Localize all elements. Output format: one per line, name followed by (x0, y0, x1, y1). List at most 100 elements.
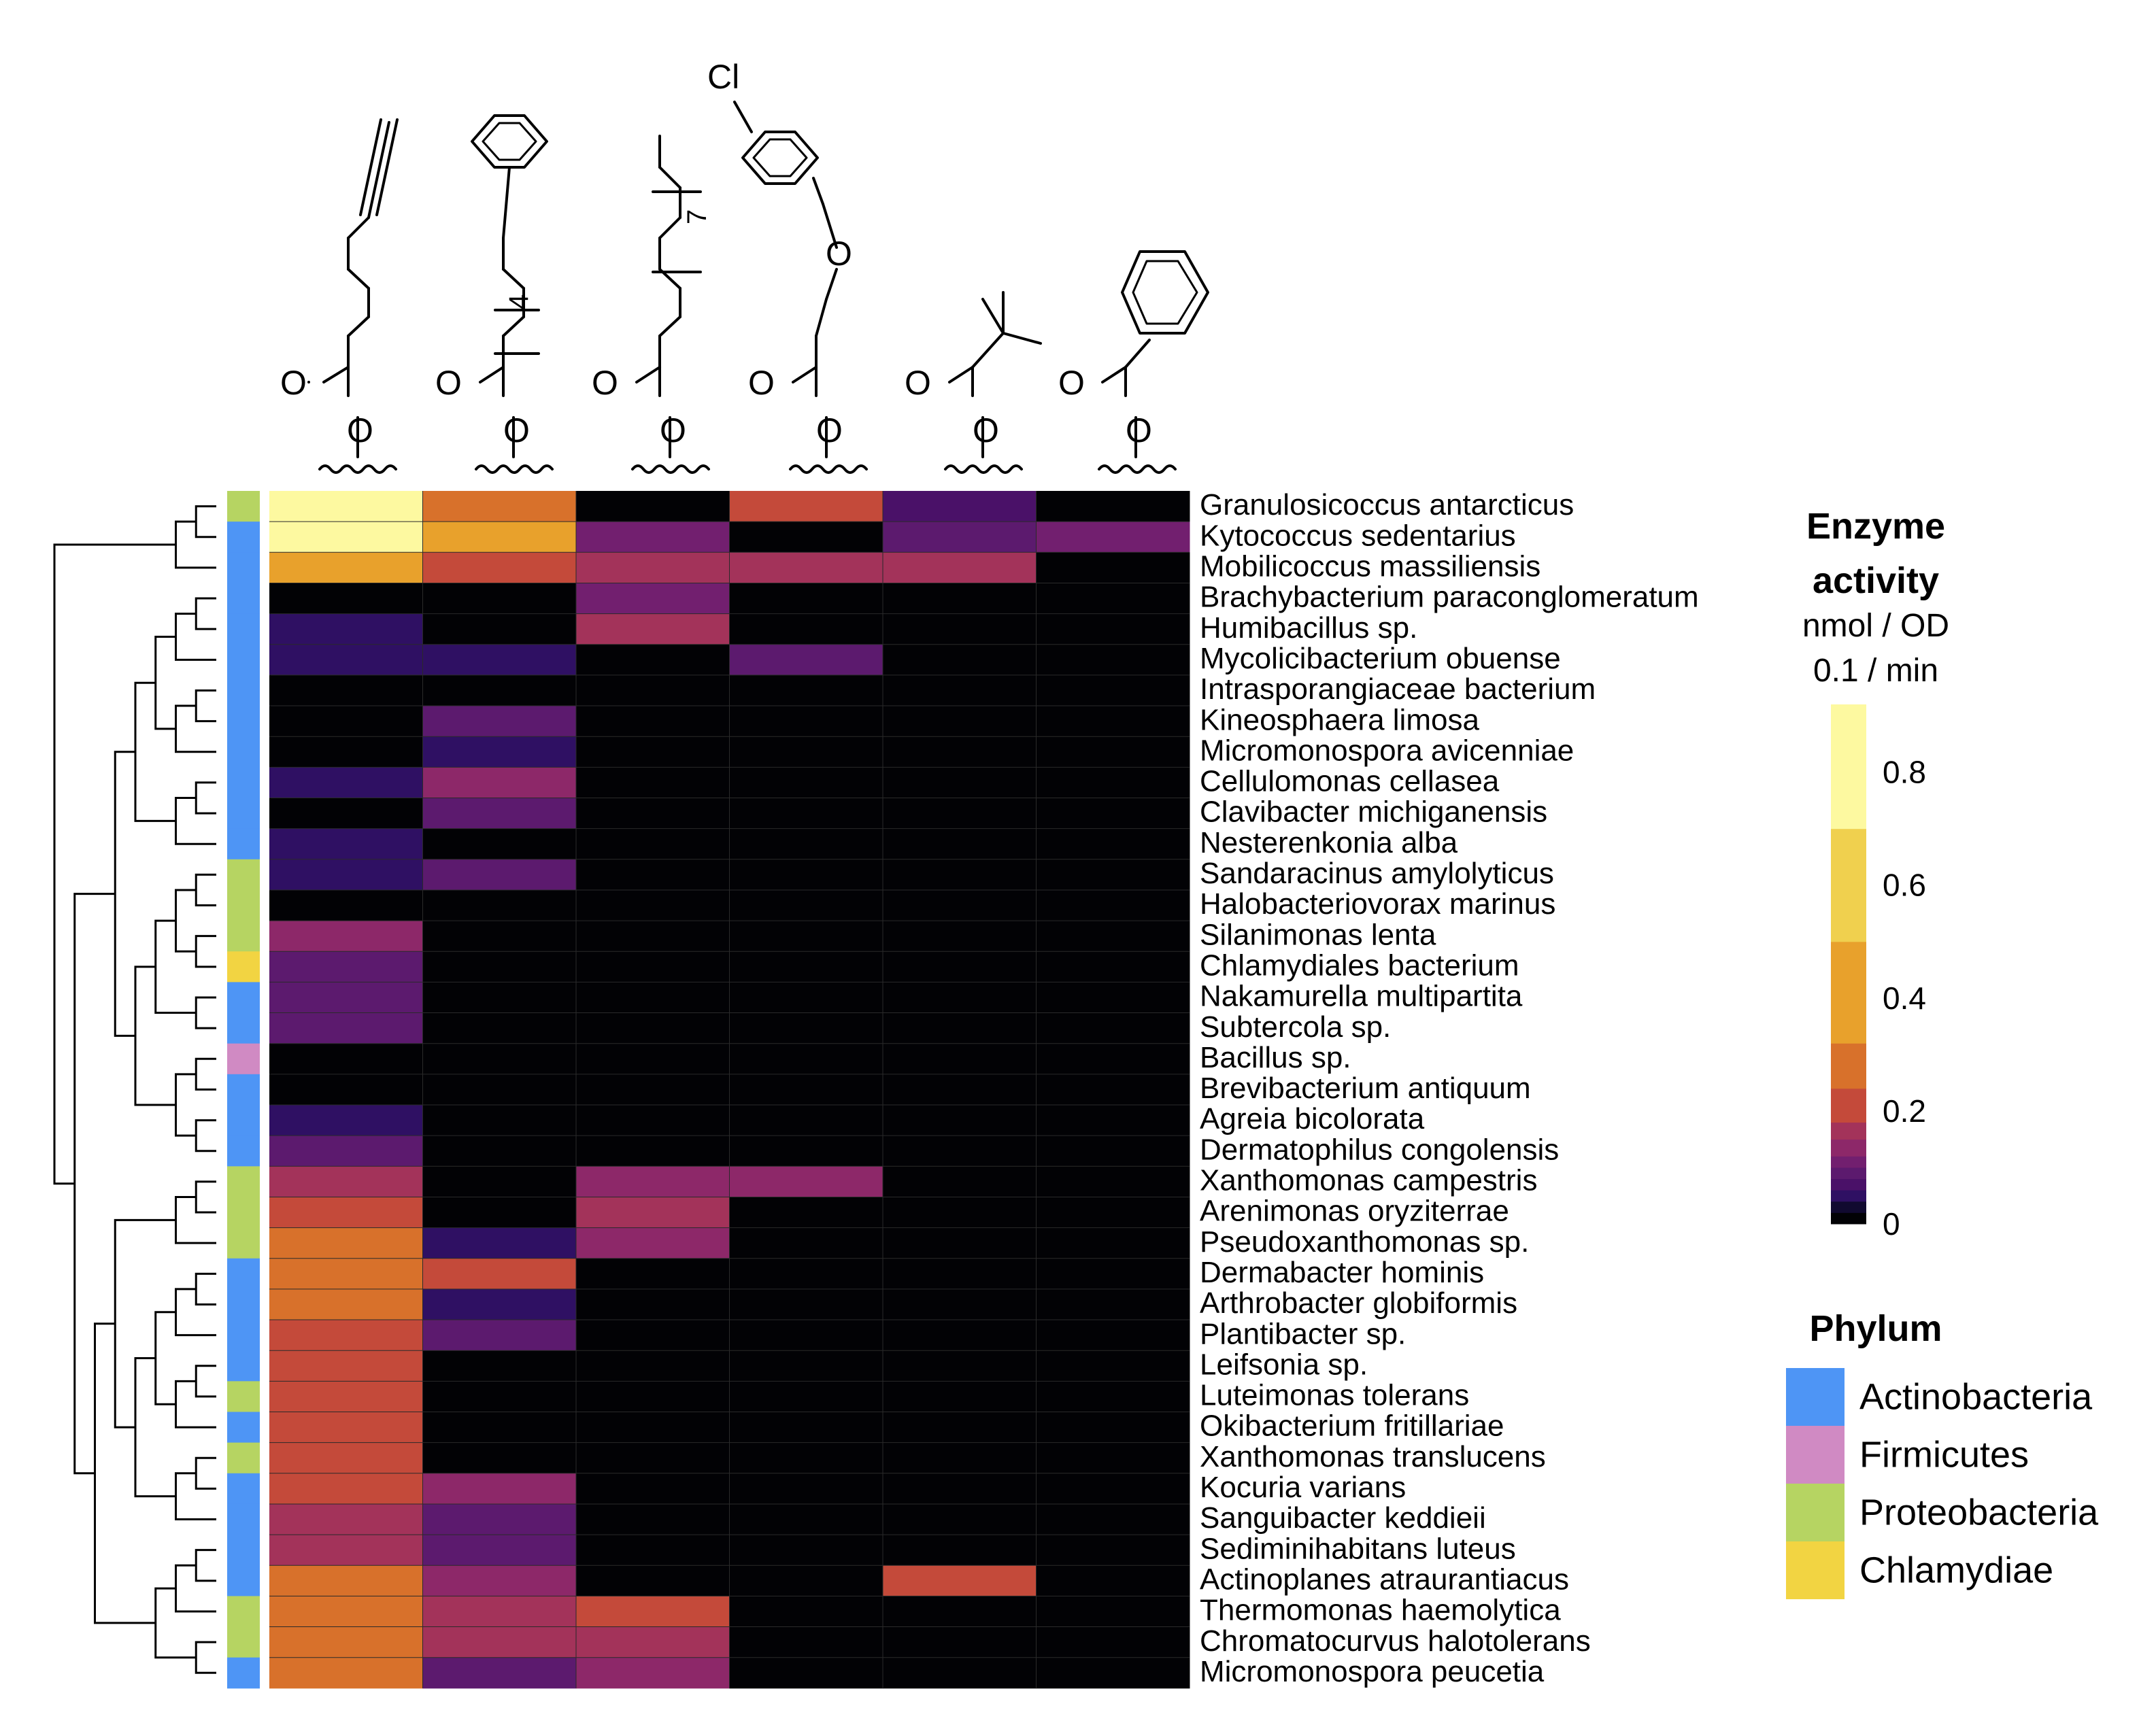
heatmap-cell (1036, 1626, 1190, 1658)
heatmap-cell (422, 1135, 577, 1167)
heatmap-cell (269, 1626, 423, 1658)
heatmap-cell (576, 1381, 730, 1412)
heatmap-cell (576, 1074, 730, 1106)
phylum-legend-label: Chlamydiae (1859, 1550, 2053, 1591)
phylum-cell (227, 1227, 260, 1259)
phylum-cell (227, 1012, 260, 1044)
row-label: Sediminihabitans luteus (1200, 1532, 1516, 1565)
heatmap-cell (883, 798, 1037, 830)
phylum-cell (227, 1074, 260, 1106)
heatmap-cell (576, 1412, 730, 1444)
heatmap-cell (729, 1043, 883, 1075)
structure-col4 (733, 101, 868, 474)
heatmap-cell (1036, 1350, 1190, 1382)
heatmap-cell (729, 1320, 883, 1351)
heatmap-cell (576, 1473, 730, 1505)
atom-o-c4-carbonyl: O (748, 364, 775, 402)
phylum-legend-label: Proteobacteria (1859, 1492, 2099, 1533)
phylum-cell (227, 1596, 260, 1628)
phylum-legend: Phylum Actinobacteria Firmicutes Proteobac… (1786, 1308, 2099, 1599)
dendrogram-branch (195, 1119, 216, 1152)
heatmap-cell (422, 921, 577, 952)
heatmap-cell (729, 1166, 883, 1197)
colorbar-tick-label: 0.4 (1883, 980, 1926, 1016)
atom-o-c6-carbonyl: O (1058, 364, 1085, 402)
heatmap-cell (883, 921, 1037, 952)
row-label: Arthrobacter globiformis (1200, 1286, 1517, 1320)
row-label: Nesterenkonia alba (1200, 826, 1458, 859)
heatmap-cell (729, 1626, 883, 1658)
atom-o-c2-ester: O (503, 411, 530, 449)
heatmap-cell (883, 1166, 1037, 1197)
phylum-cell (227, 1043, 260, 1075)
heatmap-cell (269, 613, 423, 645)
heatmap-cell (269, 552, 423, 583)
heatmap-cell (883, 1535, 1037, 1566)
phylum-cell (227, 1105, 260, 1136)
heatmap-cell (422, 522, 577, 553)
phylum-cell (227, 859, 260, 891)
heatmap-cell (269, 1596, 423, 1628)
heatmap-cell (269, 1442, 423, 1474)
heatmap-cell (269, 859, 423, 891)
colorbar-ticks: 0.8 0.6 0.4 0.2 0 (1883, 755, 1926, 1242)
heatmap-cell (269, 1043, 423, 1075)
dendrogram-branch (175, 889, 197, 953)
row-label: Bacillus sp. (1200, 1041, 1351, 1074)
heatmap-cell (1036, 1503, 1190, 1535)
heatmap-cell (422, 1535, 577, 1566)
heatmap-cell (1036, 798, 1190, 830)
heatmap-cell (269, 706, 423, 737)
structure-col6 (1098, 250, 1209, 474)
row-label: Subtercola sp. (1200, 1010, 1391, 1044)
heatmap-cell (269, 1197, 423, 1229)
heatmap-cell (729, 1197, 883, 1229)
heatmap-cell (729, 613, 883, 645)
heatmap-cell (883, 1043, 1037, 1075)
phylum-swatch (1786, 1541, 1845, 1599)
heatmap-cell (269, 522, 423, 553)
phylum-cell (227, 951, 260, 983)
colorbar-bin (1831, 1088, 1866, 1123)
row-label: Kytococcus sedentarius (1200, 519, 1516, 552)
heatmap-cell (269, 1135, 423, 1167)
heatmap-cell (729, 828, 883, 860)
heatmap-cell (422, 1565, 577, 1596)
heatmap-cells (269, 491, 1190, 1689)
dendrogram-branch (53, 543, 176, 1185)
row-label: Clavibacter michiganensis (1200, 796, 1547, 829)
heatmap-cell (1036, 613, 1190, 645)
heatmap-cell (1036, 491, 1190, 522)
phylum-legend-label: Firmicutes (1859, 1435, 2029, 1475)
heatmap-cell (269, 1258, 423, 1290)
dendrogram-branch (195, 1272, 216, 1305)
phylum-cell (227, 1503, 260, 1535)
row-label: Mycolicibacterium obuense (1200, 642, 1561, 675)
heatmap-cell (883, 1105, 1037, 1136)
heatmap-cell (883, 736, 1037, 768)
heatmap-cell (422, 1657, 577, 1689)
heatmap-cell (883, 1197, 1037, 1229)
row-label: Arenimonas oryziterrae (1200, 1195, 1509, 1228)
heatmap-cell (1036, 1535, 1190, 1566)
heatmap-cell (422, 1381, 577, 1412)
row-label: Dermabacter hominis (1200, 1256, 1484, 1289)
heatmap-cell (269, 951, 423, 983)
row-label: Micromonospora peucetia (1200, 1655, 1545, 1688)
row-label: Brachybacterium paraconglomeratum (1200, 581, 1699, 614)
heatmap-cell (269, 1381, 423, 1412)
row-label: Sandaracinus amylolyticus (1200, 857, 1554, 890)
row-label: Pseudoxanthomonas sp. (1200, 1225, 1529, 1259)
heatmap-cell (729, 706, 883, 737)
phylum-cell (227, 1258, 260, 1290)
phylum-swatch (1786, 1426, 1845, 1484)
dendrogram-branch (175, 1073, 197, 1137)
heatmap-cell (1036, 921, 1190, 952)
heatmap-cell (1036, 951, 1190, 983)
heatmap-cell (422, 1320, 577, 1351)
row-label: Thermomonas haemolytica (1200, 1594, 1561, 1627)
heatmap-cell (422, 736, 577, 768)
structure-col2 (471, 114, 554, 474)
heatmap-cell (883, 828, 1037, 860)
heatmap-cell (1036, 552, 1190, 583)
